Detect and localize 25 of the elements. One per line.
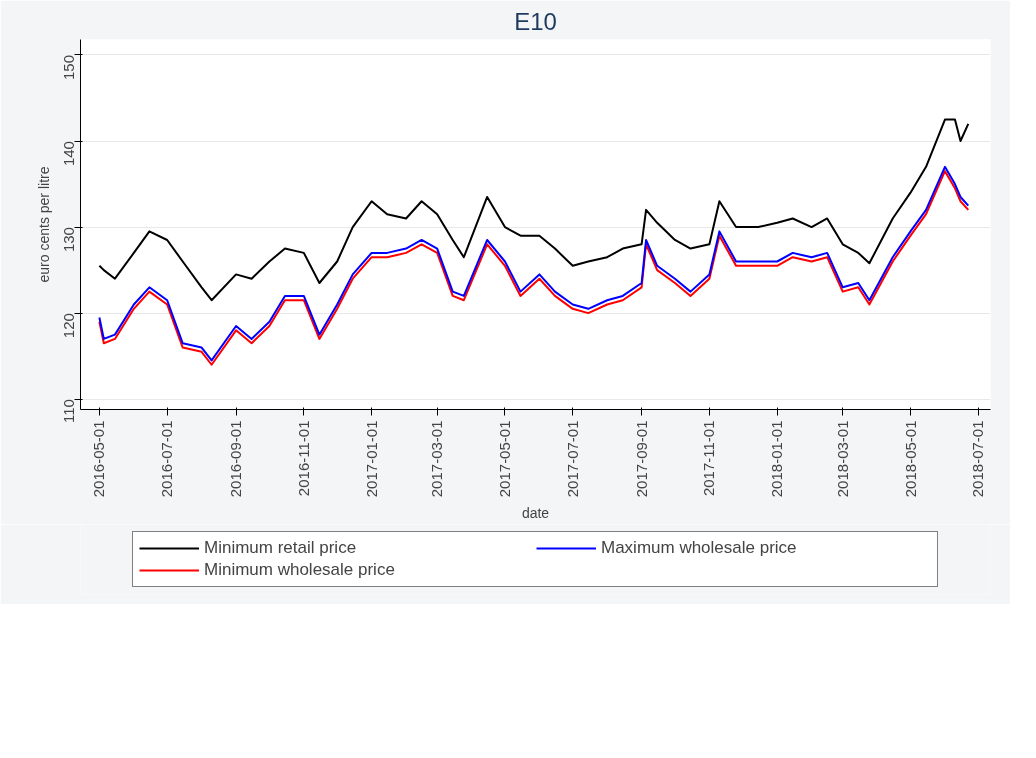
x-tick-label: 2016-05-01 [90, 420, 108, 498]
x-tick-label: 2016-11-01 [294, 420, 312, 497]
y-axis-title: euro cents per litre [35, 166, 52, 283]
x-tick-label: 2018-05-01 [901, 420, 919, 498]
x-tick-label: 2017-11-01 [700, 420, 718, 497]
y-tick-label: 140 [60, 141, 78, 167]
y-tick-label: 150 [60, 54, 78, 81]
y-tick-label: 110 [60, 399, 78, 424]
x-tick-label: 2017-07-01 [563, 420, 581, 498]
x-tick-label: 2017-05-01 [495, 420, 513, 498]
chart-title: E10 [514, 7, 557, 35]
legend-label: Minimum wholesale price [204, 560, 396, 580]
x-tick-label: 2016-07-01 [158, 420, 176, 498]
y-tick-label: 120 [60, 313, 78, 339]
legend-label: Minimum retail price [204, 538, 358, 558]
x-tick-label: 2017-09-01 [632, 420, 650, 498]
x-tick-label: 2018-01-01 [768, 420, 786, 498]
x-tick-label: 2017-01-01 [362, 420, 380, 498]
legend-label: Maximum wholesale price [601, 538, 798, 558]
x-tick-label: 2017-03-01 [428, 420, 446, 498]
x-axis-title: date [521, 505, 550, 522]
x-tick-label: 2018-07-01 [969, 420, 987, 498]
x-tick-label: 2018-03-01 [833, 420, 851, 498]
x-tick-label: 2016-09-01 [227, 420, 245, 498]
y-tick-label: 130 [60, 227, 78, 253]
